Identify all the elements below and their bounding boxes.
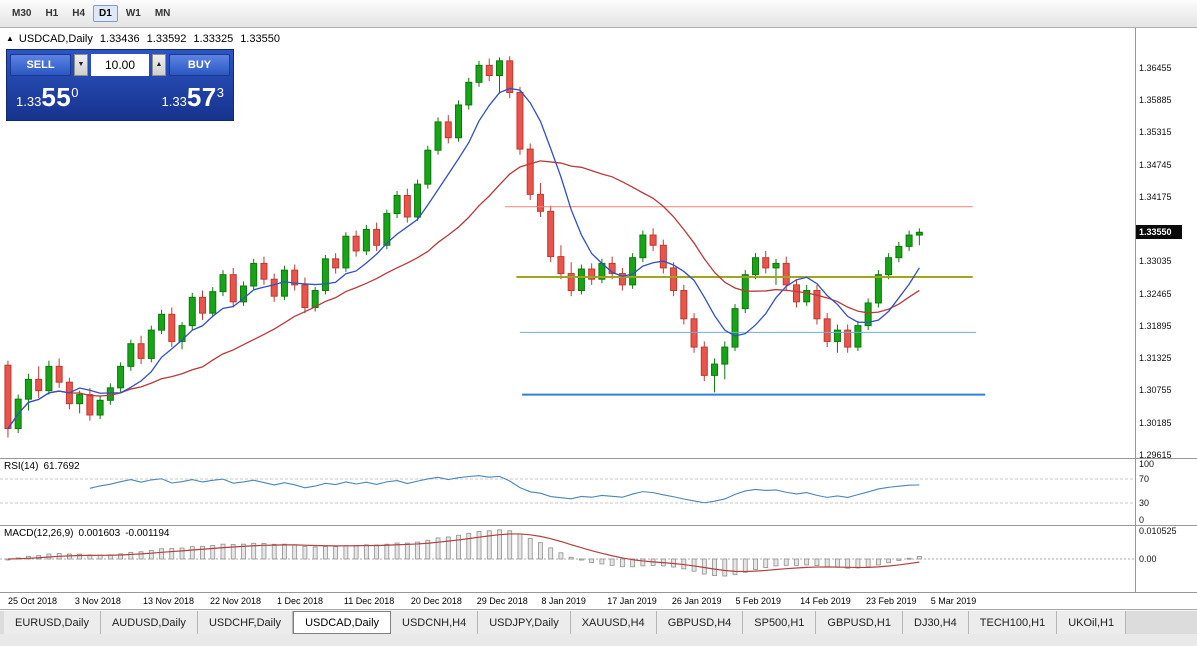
tab-usdcad-daily[interactable]: USDCAD,Daily bbox=[293, 611, 392, 634]
price-tick: 1.35885 bbox=[1139, 95, 1172, 106]
date-label: 8 Jan 2019 bbox=[541, 596, 586, 606]
buy-price-sup: 3 bbox=[216, 85, 224, 100]
trade-prices-row: 1.33550 1.33573 bbox=[10, 76, 230, 119]
rsi-tick: 100 bbox=[1139, 459, 1155, 469]
macd-tick: 0.010525 bbox=[1139, 526, 1177, 537]
sell-button[interactable]: SELL bbox=[10, 53, 71, 76]
rsi-scale[interactable]: 100 70 30 0 bbox=[1135, 459, 1196, 525]
close-value: 1.33550 bbox=[240, 33, 280, 45]
date-label: 5 Mar 2019 bbox=[930, 596, 977, 606]
tab-sp500-h1[interactable]: SP500,H1 bbox=[743, 611, 817, 634]
rsi-tick: 0 bbox=[1139, 515, 1145, 525]
symbol-name: USDCAD,Daily bbox=[18, 33, 93, 45]
buy-price-big: 57 bbox=[186, 82, 217, 112]
rsi-panel: RSI(14) 61.7692 100 70 30 0 bbox=[0, 459, 1197, 526]
price-tick: 1.29615 bbox=[1139, 449, 1172, 460]
macd-panel: MACD(12,26,9) 0.001603 -0.001194 0.010525 0… bbox=[0, 526, 1197, 593]
macd-value: 0.001603 bbox=[78, 528, 121, 539]
collapse-trade-panel-icon[interactable]: ▲ bbox=[6, 34, 14, 43]
date-label: 5 Feb 2019 bbox=[735, 596, 782, 606]
rsi-label: RSI(14) 61.7692 bbox=[4, 461, 85, 472]
date-label: 13 Nov 2018 bbox=[143, 596, 195, 606]
price-tick: 1.34745 bbox=[1139, 159, 1172, 170]
date-label: 26 Jan 2019 bbox=[671, 596, 722, 606]
sell-price-sup: 0 bbox=[71, 85, 79, 100]
date-label: 3 Nov 2018 bbox=[74, 596, 121, 606]
date-label: 14 Feb 2019 bbox=[800, 596, 851, 606]
timeframe-h1[interactable]: H1 bbox=[45, 8, 59, 19]
price-tick: 1.31895 bbox=[1139, 320, 1172, 331]
tab-gbpusd-h4[interactable]: GBPUSD,H4 bbox=[656, 611, 744, 634]
high-value: 1.33592 bbox=[146, 33, 187, 45]
volume-input[interactable]: 10.00 bbox=[91, 53, 149, 76]
tab-usdcnh-h4[interactable]: USDCNH,H4 bbox=[391, 611, 479, 634]
price-tick: 1.30755 bbox=[1139, 385, 1172, 396]
date-label: 17 Jan 2019 bbox=[607, 596, 657, 606]
tab-dj30-h4[interactable]: DJ30,H4 bbox=[903, 611, 969, 634]
tab-usdjpy-daily[interactable]: USDJPY,Daily bbox=[478, 611, 571, 634]
sell-price-display[interactable]: 1.33550 bbox=[16, 82, 78, 113]
buy-price-display[interactable]: 1.33573 bbox=[162, 82, 224, 113]
open-value: 1.33436 bbox=[99, 33, 140, 45]
tab-gbpusd-h1[interactable]: GBPUSD,H1 bbox=[816, 611, 903, 634]
buy-button[interactable]: BUY bbox=[169, 53, 230, 76]
window-bottom-strip bbox=[0, 634, 1197, 646]
chart-tab-bar: EURUSD,Daily AUDUSD,Daily USDCHF,Daily USDC… bbox=[0, 610, 1197, 634]
date-label: 20 Dec 2018 bbox=[410, 596, 462, 606]
macd-tick: 0.00 bbox=[1139, 554, 1157, 564]
tab-xauusd-h4[interactable]: XAUUSD,H4 bbox=[570, 611, 657, 634]
rsi-value: 61.7692 bbox=[43, 461, 80, 472]
volume-increase-button[interactable]: ▲ bbox=[152, 53, 166, 76]
macd-label: MACD(12,26,9) 0.001603 -0.001194 bbox=[4, 528, 174, 539]
volume-decrease-button[interactable]: ▼ bbox=[74, 53, 88, 76]
low-value: 1.33325 bbox=[193, 33, 234, 45]
timeframe-mn[interactable]: MN bbox=[154, 8, 171, 19]
date-axis[interactable]: 25 Oct 2018 3 Nov 2018 13 Nov 2018 22 Nov 2… bbox=[0, 593, 1197, 610]
price-scale[interactable]: 1.364551.358851.353151.347451.341751.336… bbox=[1135, 28, 1196, 460]
date-label: 1 Dec 2018 bbox=[276, 596, 323, 606]
timeframe-d1[interactable]: D1 bbox=[93, 5, 118, 22]
price-tick: 1.32465 bbox=[1139, 288, 1172, 299]
trade-controls-row: SELL ▼ 10.00 ▲ BUY bbox=[10, 53, 230, 76]
tab-tech100-h1[interactable]: TECH100,H1 bbox=[968, 611, 1058, 634]
macd-signal-value: -0.001194 bbox=[125, 528, 170, 539]
tab-ukoil-h1[interactable]: UKOil,H1 bbox=[1057, 611, 1127, 634]
sell-price-prefix: 1.33 bbox=[16, 94, 42, 109]
tab-eurusd-daily[interactable]: EURUSD,Daily bbox=[4, 611, 101, 634]
price-tick: 1.34175 bbox=[1139, 191, 1172, 202]
symbol-ohlc-readout: ▲ USDCAD,Daily 1.33436 1.33592 1.33325 1.3355… bbox=[6, 33, 280, 45]
macd-name: MACD(12,26,9) bbox=[4, 528, 74, 539]
tab-audusd-daily[interactable]: AUDUSD,Daily bbox=[100, 611, 198, 634]
macd-scale[interactable]: 0.010525 0.00 bbox=[1135, 526, 1196, 592]
price-tick: 1.36455 bbox=[1139, 62, 1172, 73]
buy-price-prefix: 1.33 bbox=[161, 94, 187, 109]
main-chart-panel: ▲ USDCAD,Daily 1.33436 1.33592 1.33325 1.3355… bbox=[0, 28, 1197, 460]
timeframe-m30[interactable]: M30 bbox=[12, 8, 32, 19]
price-chart-plot[interactable]: ▲ USDCAD,Daily 1.33436 1.33592 1.33325 1.3355… bbox=[0, 28, 1135, 458]
one-click-trading-panel: SELL ▼ 10.00 ▲ BUY 1.33550 1.33573 bbox=[6, 49, 234, 121]
rsi-tick: 30 bbox=[1139, 498, 1150, 508]
timeframe-w1[interactable]: W1 bbox=[125, 8, 141, 19]
price-tick: 1.30185 bbox=[1139, 417, 1172, 428]
date-label: 23 Feb 2019 bbox=[866, 596, 917, 606]
price-tick: 1.33035 bbox=[1139, 256, 1172, 267]
timeframe-h4[interactable]: H4 bbox=[72, 8, 86, 19]
macd-plot[interactable]: MACD(12,26,9) 0.001603 -0.001194 bbox=[0, 526, 1135, 592]
sell-price-big: 55 bbox=[41, 82, 72, 112]
date-label: 25 Oct 2018 bbox=[7, 596, 57, 606]
date-label: 22 Nov 2018 bbox=[209, 596, 262, 606]
timeframe-bar: M30 H1 H4 D1 W1 MN bbox=[0, 0, 1197, 28]
rsi-name: RSI(14) bbox=[4, 461, 39, 472]
current-price-tag: 1.33550 bbox=[1136, 225, 1182, 240]
rsi-plot[interactable]: RSI(14) 61.7692 bbox=[0, 459, 1135, 525]
tab-usdchf-daily[interactable]: USDCHF,Daily bbox=[197, 611, 294, 634]
rsi-tick: 70 bbox=[1139, 474, 1150, 484]
date-label: 29 Dec 2018 bbox=[476, 596, 528, 606]
price-tick: 1.35315 bbox=[1139, 127, 1172, 138]
price-tick: 1.31325 bbox=[1139, 353, 1172, 364]
date-label: 11 Dec 2018 bbox=[343, 596, 395, 606]
